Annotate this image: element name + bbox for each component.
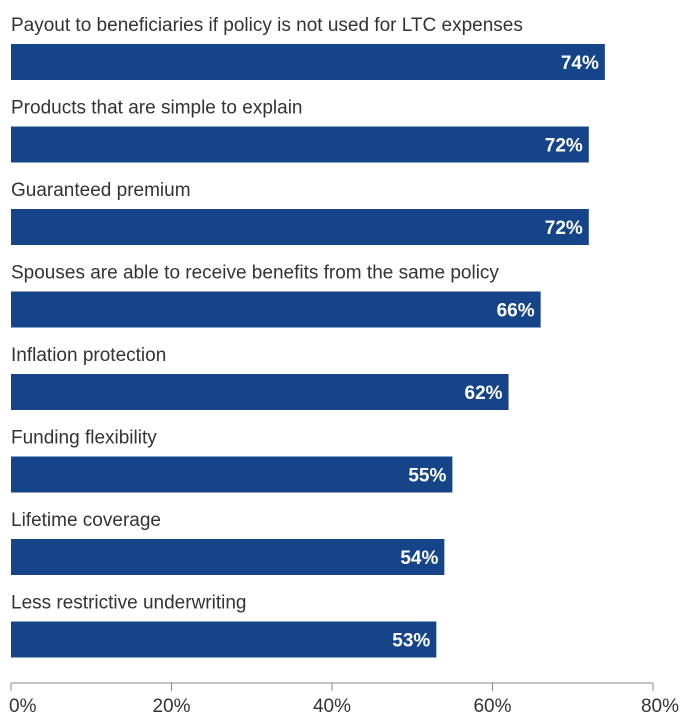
bar xyxy=(11,44,605,80)
category-label: Products that are simple to explain xyxy=(11,98,303,119)
bar xyxy=(11,209,589,245)
bar-value-label: 66% xyxy=(497,301,535,322)
x-axis-tick-label: 0% xyxy=(9,696,37,717)
x-axis-tick-label: 80% xyxy=(641,696,679,717)
bar-value-label: 62% xyxy=(465,383,503,404)
bar-value-label: 74% xyxy=(561,53,599,74)
bar-value-label: 54% xyxy=(400,548,438,569)
bar-value-label: 72% xyxy=(545,136,583,157)
bar xyxy=(11,126,589,163)
category-label: Guaranteed premium xyxy=(11,180,191,201)
bar xyxy=(11,621,437,658)
category-label: Lifetime coverage xyxy=(11,510,161,531)
category-label: Less restrictive underwriting xyxy=(11,593,246,614)
x-axis: 0% 20% 40% 60% 80% xyxy=(9,682,679,717)
bar-value-label: 53% xyxy=(392,631,430,652)
bar-value-label: 55% xyxy=(408,466,446,487)
category-label: Spouses are able to receive benefits fro… xyxy=(11,263,499,284)
bars-layer: Payout to beneficiaries if policy is not… xyxy=(11,15,605,658)
bar xyxy=(11,539,445,575)
bar-value-label: 72% xyxy=(545,218,583,239)
x-axis-tick-label: 40% xyxy=(313,696,351,717)
x-axis-tick-label: 20% xyxy=(152,696,190,717)
category-label: Payout to beneficiaries if policy is not… xyxy=(11,15,523,36)
x-axis-tick-label: 60% xyxy=(473,696,511,717)
category-label: Funding flexibility xyxy=(11,428,157,449)
bar xyxy=(11,456,453,493)
bar xyxy=(11,291,541,328)
category-label: Inflation protection xyxy=(11,345,166,366)
bar xyxy=(11,374,509,410)
